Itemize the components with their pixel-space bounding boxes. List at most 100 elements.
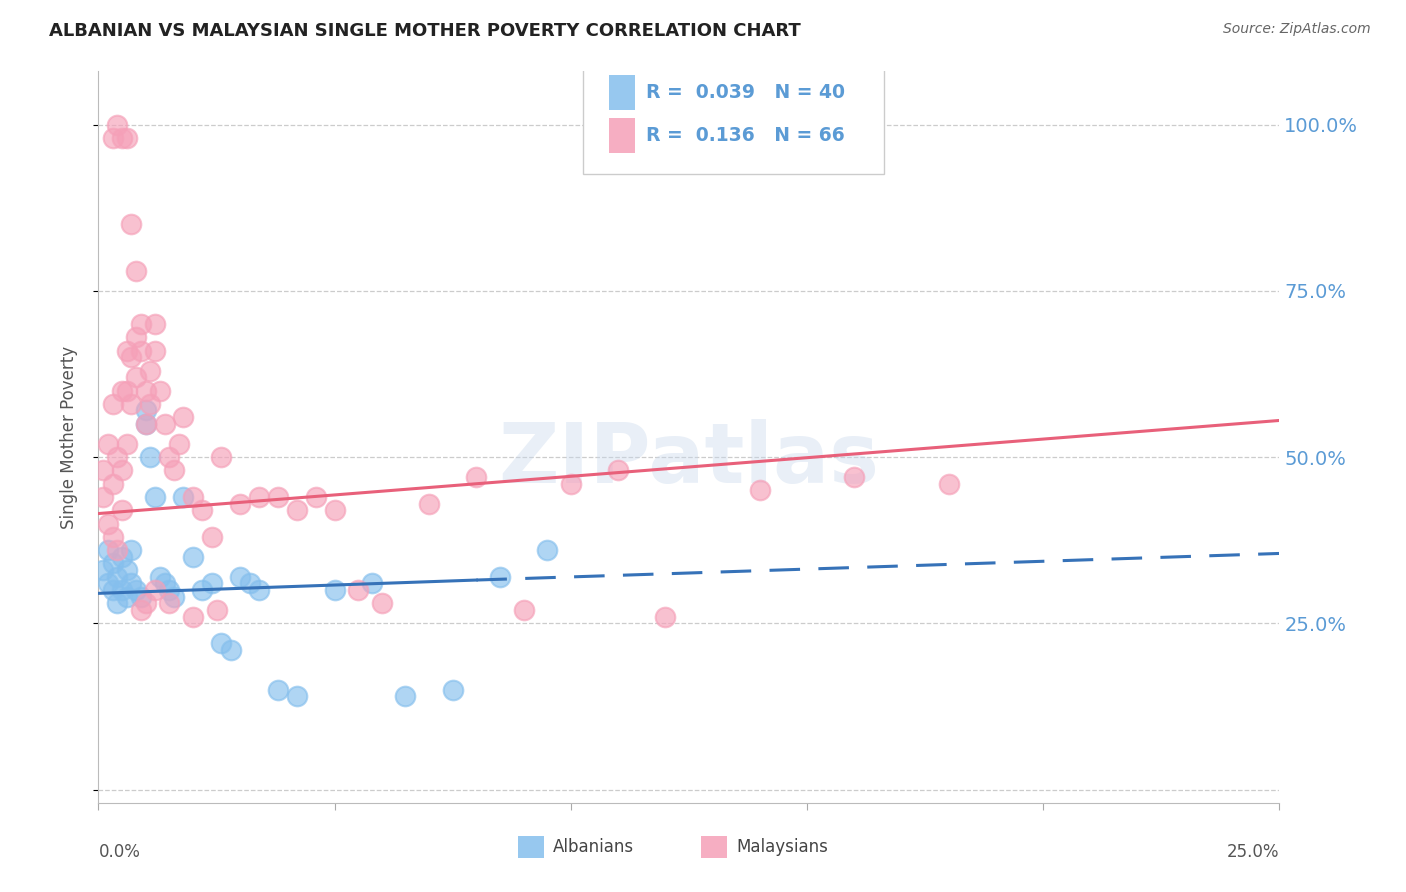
Point — [115, 384, 138, 398]
Point — [441, 682, 464, 697]
Point — [465, 470, 488, 484]
Point — [536, 543, 558, 558]
Point — [97, 436, 120, 450]
Point — [305, 490, 328, 504]
Point — [97, 543, 120, 558]
Point — [115, 131, 138, 145]
Point — [143, 317, 166, 331]
Point — [153, 576, 176, 591]
Point — [91, 490, 114, 504]
Text: 0.0%: 0.0% — [98, 843, 141, 861]
Point — [105, 543, 128, 558]
Point — [139, 397, 162, 411]
Point — [347, 582, 370, 597]
Point — [323, 503, 346, 517]
FancyBboxPatch shape — [582, 68, 884, 174]
Point — [121, 576, 143, 591]
Point — [209, 450, 232, 464]
Point — [139, 363, 162, 377]
Point — [229, 497, 252, 511]
Point — [239, 576, 262, 591]
Point — [205, 603, 228, 617]
Point — [219, 643, 242, 657]
Text: R =  0.039   N = 40: R = 0.039 N = 40 — [647, 83, 845, 102]
Point — [143, 343, 166, 358]
Point — [111, 384, 134, 398]
Point — [371, 596, 394, 610]
Point — [115, 343, 138, 358]
Point — [201, 576, 224, 591]
Point — [135, 417, 157, 431]
Bar — [517, 836, 544, 858]
Point — [489, 570, 512, 584]
Point — [143, 582, 166, 597]
Point — [121, 397, 143, 411]
Point — [91, 463, 114, 477]
Point — [844, 470, 866, 484]
Point — [101, 476, 124, 491]
Bar — [609, 118, 634, 153]
Point — [394, 690, 416, 704]
Bar — [700, 836, 727, 858]
Text: ALBANIAN VS MALAYSIAN SINGLE MOTHER POVERTY CORRELATION CHART: ALBANIAN VS MALAYSIAN SINGLE MOTHER POVE… — [49, 22, 801, 40]
Point — [135, 417, 157, 431]
Point — [172, 490, 194, 504]
Point — [153, 417, 176, 431]
Text: Malaysians: Malaysians — [737, 838, 828, 855]
Point — [938, 476, 960, 491]
Point — [97, 516, 120, 531]
Point — [191, 582, 214, 597]
Point — [181, 549, 204, 564]
Point — [125, 370, 148, 384]
Point — [121, 351, 143, 365]
Point — [125, 582, 148, 597]
Text: 25.0%: 25.0% — [1227, 843, 1279, 861]
Point — [323, 582, 346, 597]
Point — [201, 530, 224, 544]
Point — [191, 503, 214, 517]
Point — [115, 563, 138, 577]
Point — [247, 582, 270, 597]
Point — [111, 549, 134, 564]
Point — [125, 264, 148, 278]
Point — [115, 436, 138, 450]
Point — [167, 436, 190, 450]
Point — [181, 490, 204, 504]
Point — [101, 530, 124, 544]
Point — [135, 403, 157, 417]
Point — [105, 596, 128, 610]
Point — [129, 590, 152, 604]
Point — [111, 463, 134, 477]
Point — [105, 450, 128, 464]
Text: R =  0.136   N = 66: R = 0.136 N = 66 — [647, 126, 845, 145]
Point — [135, 384, 157, 398]
Point — [267, 682, 290, 697]
Point — [143, 490, 166, 504]
Point — [157, 450, 180, 464]
Point — [247, 490, 270, 504]
Point — [115, 590, 138, 604]
Point — [121, 543, 143, 558]
Point — [105, 118, 128, 132]
Point — [111, 131, 134, 145]
Point — [101, 557, 124, 571]
Point — [129, 343, 152, 358]
Point — [267, 490, 290, 504]
Y-axis label: Single Mother Poverty: Single Mother Poverty — [59, 345, 77, 529]
Point — [125, 330, 148, 344]
Point — [101, 131, 124, 145]
Point — [101, 397, 124, 411]
Point — [172, 410, 194, 425]
Point — [121, 217, 143, 231]
Text: ZIPatlas: ZIPatlas — [499, 418, 879, 500]
Point — [418, 497, 440, 511]
Text: Albanians: Albanians — [553, 838, 634, 855]
Point — [181, 609, 204, 624]
Point — [139, 450, 162, 464]
Bar — [609, 75, 634, 110]
Point — [135, 596, 157, 610]
Point — [101, 582, 124, 597]
Point — [163, 590, 186, 604]
Point — [285, 503, 308, 517]
Point — [209, 636, 232, 650]
